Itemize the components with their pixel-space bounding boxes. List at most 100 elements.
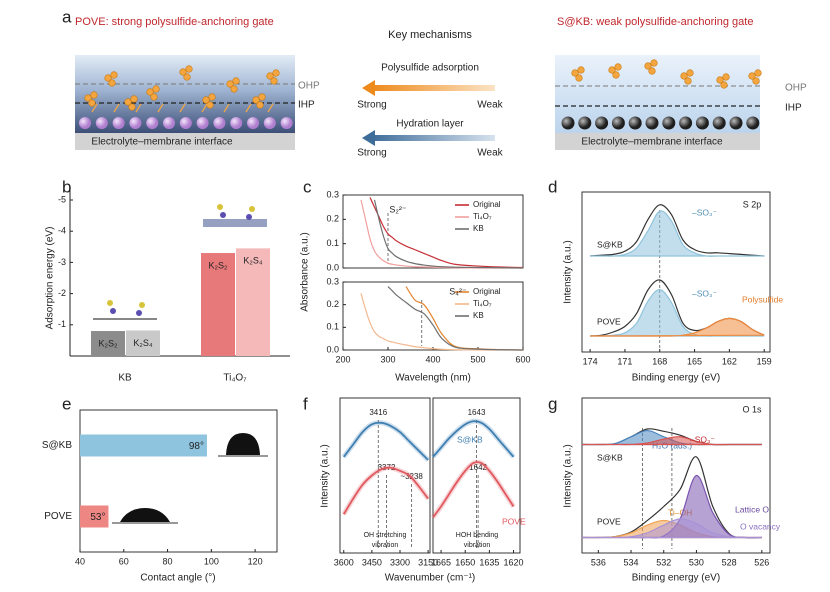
legend-label: Ti₄O₇ xyxy=(473,299,492,308)
carbon-sphere xyxy=(628,116,642,130)
ion xyxy=(163,117,175,129)
polysulfide xyxy=(104,74,112,82)
legend-label: Original xyxy=(473,287,501,296)
polysulfide xyxy=(577,66,585,74)
carbon-sphere xyxy=(595,116,609,130)
x-tick-label: 500 xyxy=(470,354,485,364)
ion xyxy=(95,117,108,129)
ion xyxy=(263,117,276,129)
arrow-head xyxy=(362,80,375,96)
x-axis-label: Wavenumber (cm⁻¹) xyxy=(385,573,475,584)
series-label: Ti–OH xyxy=(668,507,692,517)
panel-label: c xyxy=(303,177,312,196)
x-tick-label: 100 xyxy=(204,556,219,566)
polysulfide xyxy=(716,76,724,84)
component-peak xyxy=(582,518,762,539)
panel-label: g xyxy=(548,394,557,413)
ion xyxy=(112,117,125,129)
mechanism-name: Hydration layer xyxy=(396,119,464,130)
series-label: –SO₃⁻ xyxy=(692,207,717,217)
ion xyxy=(196,117,209,129)
series-label: POVE xyxy=(597,316,621,326)
polysulfide xyxy=(90,91,98,99)
arrow-head xyxy=(362,130,375,146)
line xyxy=(342,466,429,515)
note: OH stretching xyxy=(364,532,407,539)
peak-label: 1643 xyxy=(468,408,486,417)
polysulfide xyxy=(150,93,158,101)
line xyxy=(373,199,524,269)
y-tick-label: 0.1 xyxy=(326,238,339,248)
bar-label: K₂S₂ xyxy=(209,260,228,270)
y-tick-label: -3 xyxy=(58,257,66,267)
series-label: H₂O (ads.) xyxy=(652,440,692,450)
arrow xyxy=(372,85,495,91)
y-axis-label: Intensity (a.u.) xyxy=(563,444,574,507)
ion xyxy=(213,117,226,129)
x-tick-label: 168 xyxy=(652,356,667,366)
mechanism-name: Polysulfide adsorption xyxy=(381,63,479,74)
line xyxy=(343,421,429,461)
bar xyxy=(201,253,235,356)
y-tick-label: 0.2 xyxy=(326,214,339,224)
mechanism-to: Weak xyxy=(477,148,503,159)
x-tick-label: Ti₄O₇ xyxy=(223,373,247,384)
atom xyxy=(136,310,142,317)
polysulfide xyxy=(686,69,694,77)
polysulfide xyxy=(226,80,234,88)
layer-label: OHP xyxy=(785,83,807,94)
series-label: Polysulfide xyxy=(742,294,783,304)
x-tick-label: 526 xyxy=(754,557,769,567)
bar-label: K₂S₂ xyxy=(99,338,118,348)
x-tick-label: 3600 xyxy=(334,557,354,567)
atom xyxy=(217,204,223,211)
carbon-sphere xyxy=(712,116,726,130)
atom xyxy=(220,212,226,219)
caption-bar xyxy=(555,133,760,150)
line xyxy=(432,420,515,458)
polysulfide xyxy=(722,73,730,81)
legend-label: KB xyxy=(473,224,484,233)
ion xyxy=(247,117,259,129)
panel-label: f xyxy=(303,394,308,413)
annotation: O 1s xyxy=(742,404,762,414)
x-tick-label: 80 xyxy=(163,556,173,566)
polysulfide xyxy=(252,96,260,104)
arrow xyxy=(372,135,495,141)
panel-label: d xyxy=(548,177,557,196)
ion xyxy=(79,117,91,129)
panel-title: POVE: strong polysulfide-anchoring gate xyxy=(75,16,274,28)
carbon-sphere xyxy=(679,116,693,130)
series-label: POVE xyxy=(502,516,526,526)
bar xyxy=(126,330,160,356)
anchor-bond xyxy=(113,103,120,113)
anchor-bond xyxy=(157,103,164,113)
x-tick-label: 60 xyxy=(119,556,129,566)
x-tick-label: 530 xyxy=(689,557,704,567)
polysulfide xyxy=(575,74,583,82)
polysulfide xyxy=(258,93,266,101)
y-tick-label: 0.3 xyxy=(326,189,339,199)
component-peak xyxy=(590,289,765,337)
polysulfide xyxy=(270,77,278,85)
caption-bar xyxy=(75,133,295,150)
component-peak xyxy=(590,210,765,257)
polysulfide xyxy=(230,85,238,93)
x-tick-label: 165 xyxy=(687,356,702,366)
x-tick-label: 3300 xyxy=(390,557,410,567)
x-tick-label: 1665 xyxy=(431,557,451,567)
y-tick-label: 0.0 xyxy=(326,262,339,272)
series-label: S@KB xyxy=(597,452,623,462)
series-label: S@KB xyxy=(457,434,483,444)
x-tick-label: 162 xyxy=(722,356,737,366)
panel-title: Key mechanisms xyxy=(388,29,472,41)
ion xyxy=(129,117,142,129)
y-axis-label: Intensity (a.u.) xyxy=(563,240,574,303)
x-tick-label: 300 xyxy=(380,354,395,364)
polysulfide xyxy=(680,72,688,80)
y-tick-label: -2 xyxy=(58,288,66,298)
polysulfide xyxy=(88,99,96,107)
atom xyxy=(249,206,255,213)
anchor-bond xyxy=(245,103,252,113)
